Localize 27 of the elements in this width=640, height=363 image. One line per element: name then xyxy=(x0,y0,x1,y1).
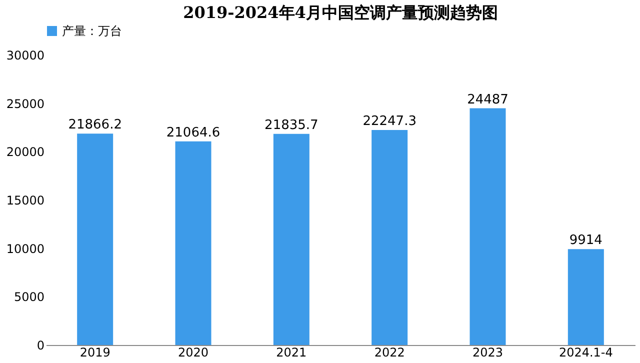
y-tick-label: 20000 xyxy=(6,145,44,160)
chart-title: 2019-2024年4月中国空调产量预测趋势图 xyxy=(183,3,498,22)
bar xyxy=(568,249,604,345)
bar xyxy=(470,108,506,345)
y-tick-label: 15000 xyxy=(6,194,44,208)
y-tick-label: 5000 xyxy=(14,290,44,304)
x-tick-label: 2023 xyxy=(472,346,504,360)
bar xyxy=(273,134,310,345)
data-label: 22247.3 xyxy=(362,114,416,129)
legend-label: 产量：万台 xyxy=(62,24,122,38)
data-label: 21835.7 xyxy=(264,118,318,133)
x-tick-label: 2019 xyxy=(80,346,110,360)
data-label: 21866.2 xyxy=(68,118,122,133)
x-tick-label: 2021 xyxy=(276,346,307,360)
x-tick-label: 2020 xyxy=(178,346,209,360)
bar xyxy=(175,141,212,345)
x-tick-label: 2022 xyxy=(374,346,405,360)
bar xyxy=(372,130,408,345)
data-label: 24487 xyxy=(467,92,508,108)
y-tick-label: 25000 xyxy=(6,96,44,111)
y-tick-label: 10000 xyxy=(6,242,44,256)
data-label: 21064.6 xyxy=(166,125,220,140)
data-label: 9914 xyxy=(569,233,602,248)
y-tick-label: 30000 xyxy=(6,48,44,62)
bar xyxy=(77,134,114,345)
x-tick-label: 2024.1-4 xyxy=(558,346,613,360)
y-tick-label: 0 xyxy=(36,338,44,352)
